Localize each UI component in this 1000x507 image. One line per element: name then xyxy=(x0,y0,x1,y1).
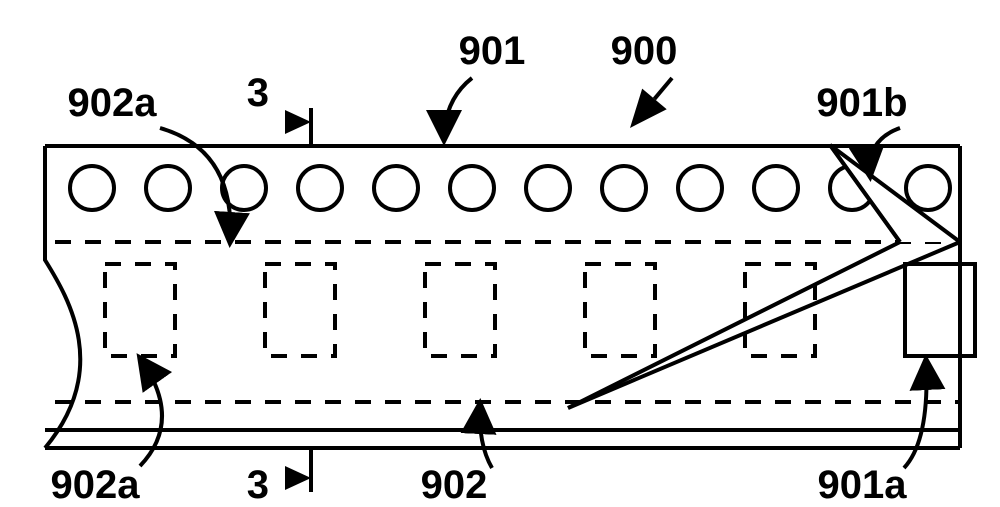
sprocket-hole xyxy=(906,166,950,210)
sprocket-hole xyxy=(450,166,494,210)
pocket-hidden xyxy=(425,264,495,356)
callout-label: 902 xyxy=(421,463,488,507)
pocket-exposed xyxy=(905,264,975,356)
peel-flap xyxy=(830,145,960,242)
sprocket-hole xyxy=(602,166,646,210)
callout-label: 902a xyxy=(68,81,158,125)
sprocket-hole xyxy=(678,166,722,210)
patent-figure: 3 3 900 901 902a 901b 901a 902 902a xyxy=(0,0,1000,507)
sprocket-hole xyxy=(374,166,418,210)
callout-c900: 900 xyxy=(611,29,678,128)
callout-label: 900 xyxy=(611,29,678,73)
pocket-hidden xyxy=(265,264,335,356)
callout-label: 901a xyxy=(818,463,908,507)
section-arrow-top xyxy=(285,110,311,134)
callout-c901: 901 xyxy=(444,29,525,140)
callout-label: 902a xyxy=(51,463,141,507)
sprocket-hole xyxy=(146,166,190,210)
callout-label: 901b xyxy=(816,81,907,125)
section-label-bottom: 3 xyxy=(247,463,269,507)
callout-c902a: 902a xyxy=(68,81,231,242)
callout-label: 901 xyxy=(459,29,526,73)
sprocket-hole xyxy=(754,166,798,210)
pocket-hidden xyxy=(105,264,175,356)
callout-c902: 902 xyxy=(421,404,492,507)
sprocket-hole xyxy=(298,166,342,210)
sprocket-hole xyxy=(526,166,570,210)
section-label-top: 3 xyxy=(247,71,269,115)
peel-edge-2 xyxy=(568,242,900,408)
peel-edge-1 xyxy=(568,242,960,408)
callout-c901b: 901b xyxy=(816,81,907,176)
callout-c901a: 901a xyxy=(818,360,927,507)
section-arrow-bottom xyxy=(285,466,311,490)
sprocket-hole xyxy=(70,166,114,210)
pocket-hidden xyxy=(585,264,655,356)
callout-c902a2: 902a xyxy=(51,358,162,507)
